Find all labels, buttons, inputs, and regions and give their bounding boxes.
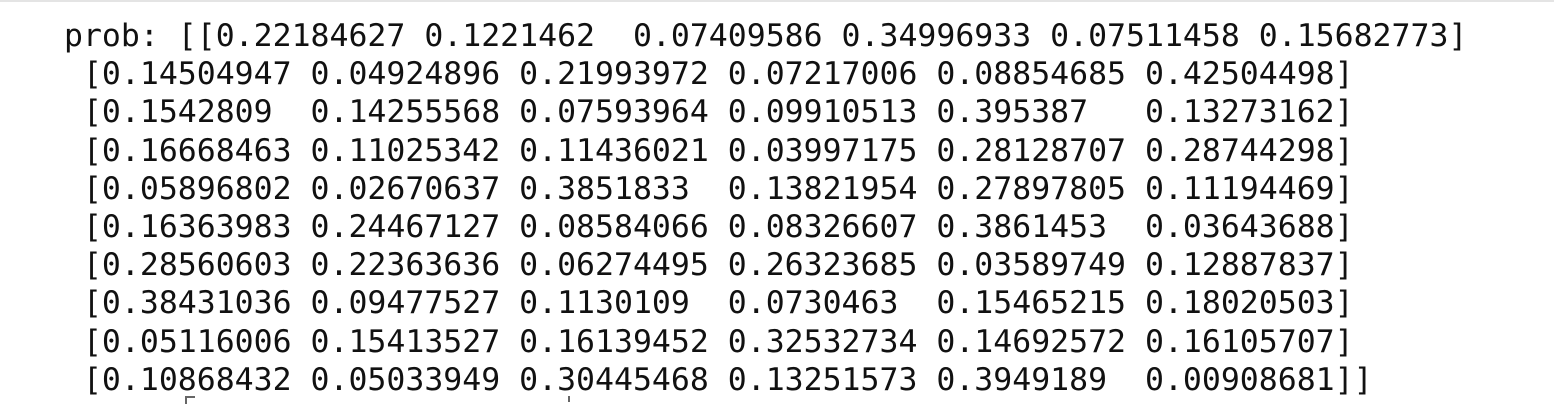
clipped-next-line-fragment [185, 396, 195, 404]
output-line-row-6: [0.16363983 0.24467127 0.08584066 0.0832… [64, 208, 1354, 245]
output-line-row-8: [0.38431036 0.09477527 0.1130109 0.07304… [64, 285, 1354, 322]
output-line-row-9: [0.05116006 0.15413527 0.16139452 0.3253… [64, 323, 1354, 360]
cell-top-border [0, 0, 1554, 2]
output-line-row-3: [0.1542809 0.14255568 0.07593964 0.09910… [64, 94, 1354, 131]
clipped-next-line-fragment [568, 396, 570, 402]
output-line-row-7: [0.28560603 0.22363636 0.06274495 0.2632… [64, 247, 1354, 284]
output-line-row-4: [0.16668463 0.11025342 0.11436021 0.0399… [64, 132, 1354, 169]
output-line-row-2: [0.14504947 0.04924896 0.21993972 0.0721… [64, 56, 1354, 93]
output-line-row-5: [0.05896802 0.02670637 0.3851833 0.13821… [64, 170, 1354, 207]
output-line-row-10: [0.10868432 0.05033949 0.30445468 0.1325… [64, 361, 1373, 398]
output-line-prob-row-1: prob: [[0.22184627 0.1221462 0.07409586 … [64, 18, 1468, 54]
cell-output-area: prob: [[0.22184627 0.1221462 0.07409586 … [64, 17, 1534, 402]
